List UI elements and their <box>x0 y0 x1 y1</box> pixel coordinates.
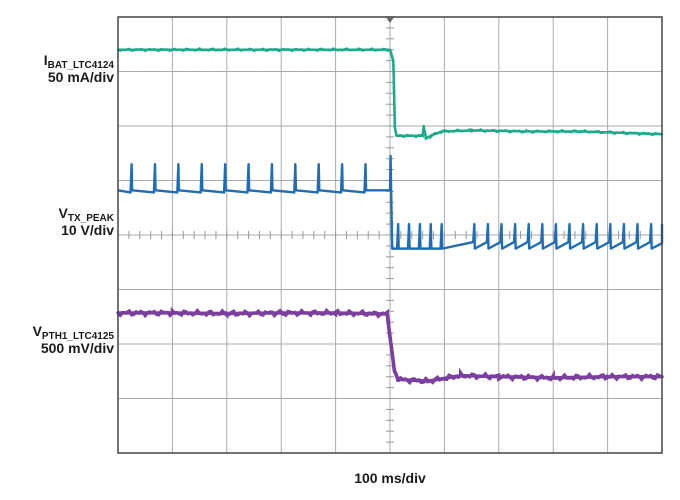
channel-name: I <box>43 52 48 68</box>
trigger-marker <box>385 16 395 23</box>
channel-label-vtx: VTX_PEAK 10 V/div <box>59 205 114 239</box>
channel-scale: 50 mA/div <box>47 69 114 85</box>
series-vpth1-trace-noise <box>116 306 663 386</box>
channel-subscript: BAT_LTC4124 <box>47 60 114 71</box>
traces <box>116 47 664 386</box>
graticule-grid <box>117 16 663 454</box>
channel-subscript: PTH1_LTC4125 <box>41 331 114 342</box>
plot-frame <box>117 16 663 454</box>
channel-label-vpth: VPTH1_LTC4125 500 mV/div <box>33 323 114 357</box>
channel-label-ibat: IBAT_LTC4124 50 mA/div <box>44 52 114 86</box>
channel-scale: 500 mV/div <box>40 340 114 356</box>
channel-name: V <box>58 205 68 221</box>
channel-name: V <box>32 323 42 339</box>
series-ibat-trace-noise <box>117 47 663 141</box>
series-vtx-peak-trace <box>117 154 664 250</box>
channel-subscript: TX_PEAK <box>67 213 114 224</box>
channel-scale: 10 V/div <box>61 222 114 238</box>
x-axis-label: 100 ms/div <box>354 470 426 486</box>
